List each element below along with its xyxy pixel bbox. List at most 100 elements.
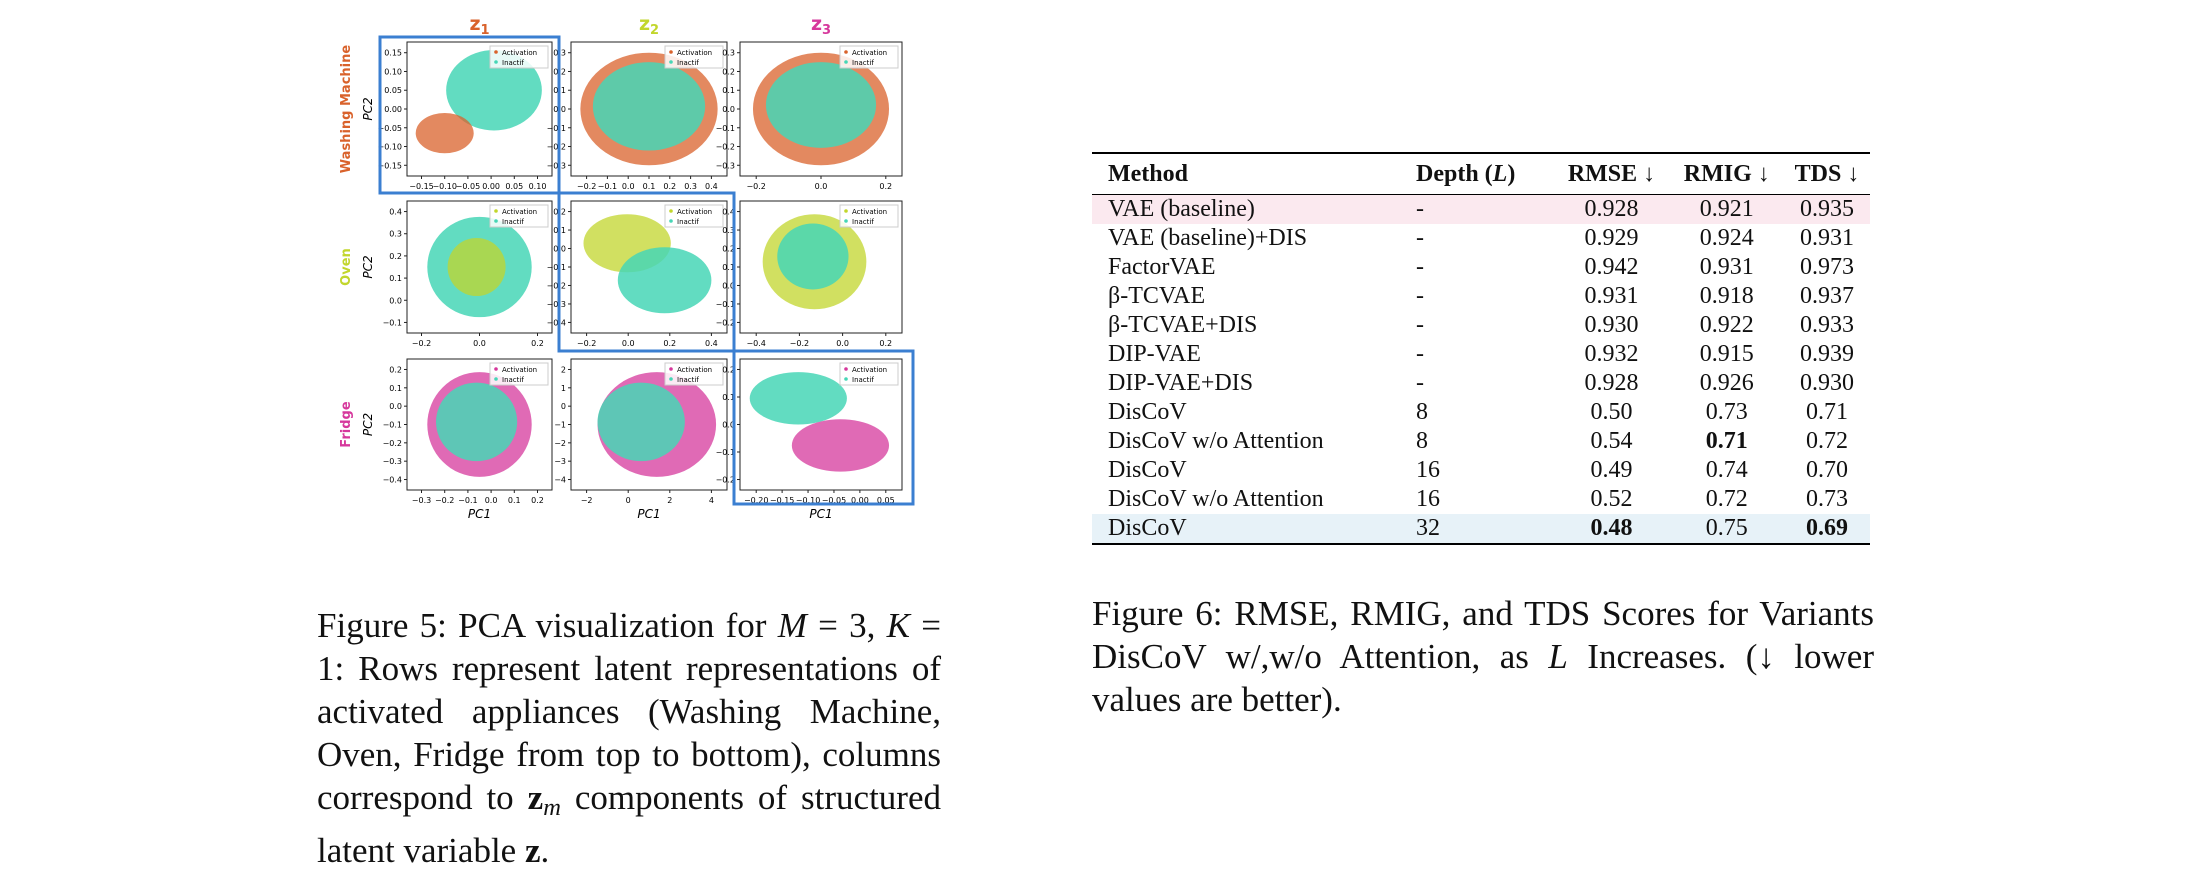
table-cell: DIP-VAE	[1108, 341, 1201, 367]
column-index: 2	[650, 23, 659, 38]
x-tick-label: 0.3	[684, 182, 697, 191]
table-cell: 0.74	[1705, 457, 1748, 483]
text-segment: z	[524, 831, 541, 871]
y-tick-label: 0.2	[389, 365, 402, 374]
legend-label: Activation	[502, 208, 537, 216]
y-tick-label: 0.3	[722, 49, 735, 58]
figure-6-caption: Figure 6: RMSE, RMIG, and TDS Scores for…	[1092, 592, 1874, 721]
scatter-panel: 0.20.10.0−0.1−0.2−0.3−0.4−0.2 0.0 0.2 0.4Ac…	[547, 200, 728, 348]
table-cell: -	[1416, 370, 1424, 396]
table-row: DIP-VAE+DIS - 0.928 0.926 0.930	[1092, 369, 1870, 398]
table-cell: 0.48	[1553, 514, 1670, 545]
table-cell: 0.926	[1699, 370, 1754, 396]
scatter-panel: 0.2 0.1 0.0 −0.1 −0.2 −0.3 −0.4 −0.3 −0.2 −0.1 0.0…	[383, 358, 553, 505]
legend-marker	[844, 50, 848, 54]
legend-label: Inactif	[677, 218, 699, 226]
results-table: Method Depth (L) RMSE ↓ RMIG ↓ TDS ↓ VAE (ba…	[1092, 152, 1870, 545]
x-tick-label: −0.10	[796, 496, 821, 505]
x-tick-label: 0.2	[879, 182, 892, 191]
scatter-panel: 0.4 0.3 0.2 0.1 0.0 −0.1 −0.2 0.0 0.2 Activation I…	[383, 200, 553, 348]
legend-marker	[669, 50, 673, 54]
legend-label: Inactif	[502, 59, 524, 67]
y-tick-label: 0.2	[722, 365, 735, 374]
x-tick-label: −0.2	[577, 339, 596, 348]
table-cell: -	[1416, 225, 1424, 251]
y-tick-label: 0.0	[722, 281, 735, 290]
figure-5-caption: Figure 5: PCA visualization for M = 3, K…	[317, 604, 941, 872]
table-row: DisCoV 16 0.49 0.74 0.70	[1092, 456, 1870, 485]
legend-label: Inactif	[852, 59, 874, 67]
y-tick-label: −4	[554, 476, 566, 485]
text-segment: = 3,	[806, 606, 887, 645]
table-cell: 0.69	[1783, 514, 1870, 545]
x-tick-label: −0.05	[456, 182, 481, 191]
column-index: 3	[822, 23, 831, 38]
legend-box	[664, 204, 724, 228]
table-row: β-TCVAE+DIS - 0.930 0.922 0.933	[1092, 311, 1870, 340]
point-cloud	[592, 62, 706, 151]
table-cell: 8	[1416, 428, 1428, 454]
legend-label: Inactif	[677, 59, 699, 67]
legend-label: Inactif	[502, 376, 524, 384]
x-tick-label: 0.00	[482, 182, 500, 191]
table-cell: 32	[1400, 514, 1554, 545]
y-tick-label: −0.2	[547, 281, 566, 290]
y-tick-label: −0.2	[716, 318, 735, 327]
legend-marker	[669, 219, 673, 223]
column-title: z2	[639, 13, 659, 38]
table-cell: VAE (baseline)	[1108, 196, 1255, 222]
y-tick-label: 0.1	[722, 263, 735, 272]
y-tick-label: −0.3	[383, 457, 402, 466]
table-cell: 0.933	[1799, 312, 1854, 338]
table-cell: DisCoV w/o Attention	[1108, 486, 1324, 512]
legend-marker	[669, 367, 673, 371]
text-segment: Method	[1108, 160, 1188, 187]
table-cell: 0.935	[1799, 196, 1854, 222]
legend-marker	[844, 377, 848, 381]
x-tick-label: 0.10	[529, 182, 547, 191]
legend-marker	[494, 209, 498, 213]
y-tick-label: 0.00	[384, 105, 402, 114]
table-cell: VAE (baseline)+DIS	[1108, 225, 1308, 251]
y-tick-label: 0.2	[389, 252, 402, 261]
table-row: DisCoV 8 0.50 0.73 0.71	[1092, 398, 1870, 427]
table-cell: DIP-VAE+DIS	[1108, 370, 1254, 396]
y-tick-label: 0.1	[389, 384, 402, 393]
legend-marker	[844, 219, 848, 223]
column-header: Depth (L)	[1400, 152, 1554, 195]
table-cell: β-TCVAE	[1108, 283, 1206, 309]
point-cloud	[765, 62, 877, 148]
legend-label: Activation	[852, 208, 887, 216]
x-tick-label: 2	[667, 496, 672, 505]
table-cell: -	[1416, 254, 1424, 280]
table-cell: 0.50	[1590, 399, 1633, 425]
table-row: DIP-VAE - 0.932 0.915 0.939	[1092, 340, 1870, 369]
legend-label: Inactif	[852, 376, 874, 384]
y-tick-label: 0.15	[384, 49, 402, 58]
legend-marker	[669, 377, 673, 381]
y-tick-label: −0.05	[377, 124, 402, 133]
x-tick-label: 0.0	[622, 339, 635, 348]
table-cell: -	[1416, 196, 1424, 222]
point-cloud	[415, 113, 474, 154]
table-cell: 0.918	[1699, 283, 1754, 309]
legend-box	[489, 362, 549, 386]
text-segment: RMSE ↓	[1567, 160, 1656, 187]
y-tick-label: 0.0	[389, 402, 402, 411]
x-tick-label: −0.3	[412, 496, 431, 505]
table-cell: 0.973	[1799, 254, 1854, 280]
table-cell: 0.71	[1705, 428, 1748, 454]
x-tick-label: −0.1	[458, 496, 477, 505]
table-cell: 0.937	[1799, 283, 1854, 309]
text-segment: K	[886, 606, 910, 645]
table-cell: 8	[1416, 399, 1428, 425]
x-tick-label: 0.05	[505, 182, 523, 191]
table-cell: -	[1416, 341, 1424, 367]
legend-marker	[844, 60, 848, 64]
text-segment: .	[540, 831, 550, 871]
x-tick-label: 0.00	[851, 496, 869, 505]
y-tick-label: −0.1	[716, 124, 735, 133]
header-row: Method Depth (L) RMSE ↓ RMIG ↓ TDS ↓	[1092, 152, 1870, 195]
y-tick-label: −0.2	[716, 476, 735, 485]
table-row: VAE (baseline)+DIS - 0.929 0.924 0.931	[1092, 224, 1870, 253]
